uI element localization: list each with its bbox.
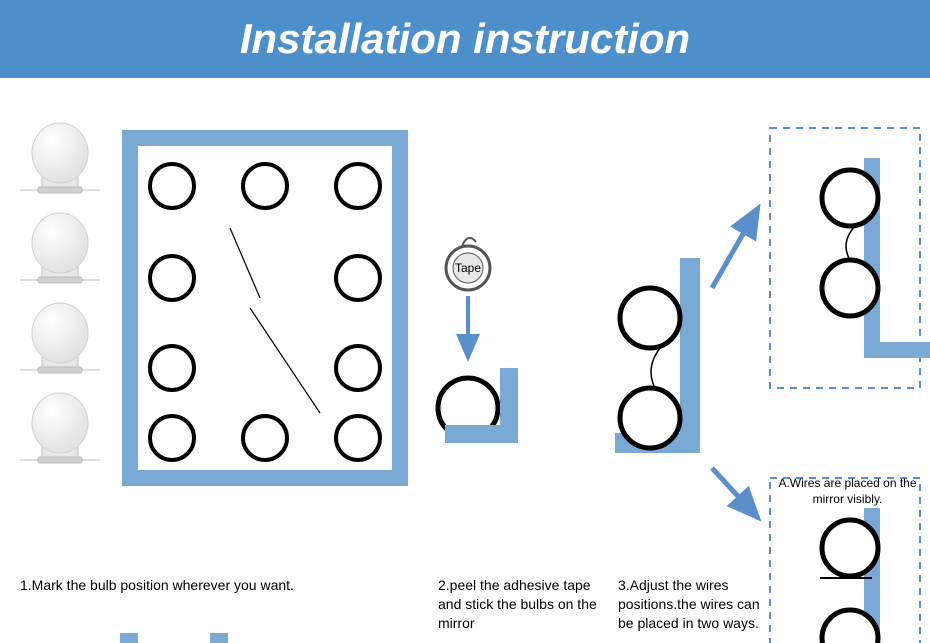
diagram-svg: Tape bbox=[0, 78, 930, 643]
caption-step1: 1.Mark the bulb position wherever you wa… bbox=[20, 576, 420, 595]
caption-option-a: A.Wires are placed on the mirror visibly… bbox=[770, 476, 925, 507]
caption-step3: 3.Adjust the wires positions.the wires c… bbox=[618, 576, 768, 633]
header-bar: Installation instruction bbox=[0, 0, 930, 78]
diagram-content: Tape 1.Mark the bulb position wherever y… bbox=[0, 78, 930, 643]
svg-text:Tape: Tape bbox=[455, 261, 481, 275]
header-title: Installation instruction bbox=[240, 15, 690, 62]
caption-step2: 2.peel the adhesive tape and stick the b… bbox=[438, 576, 608, 633]
